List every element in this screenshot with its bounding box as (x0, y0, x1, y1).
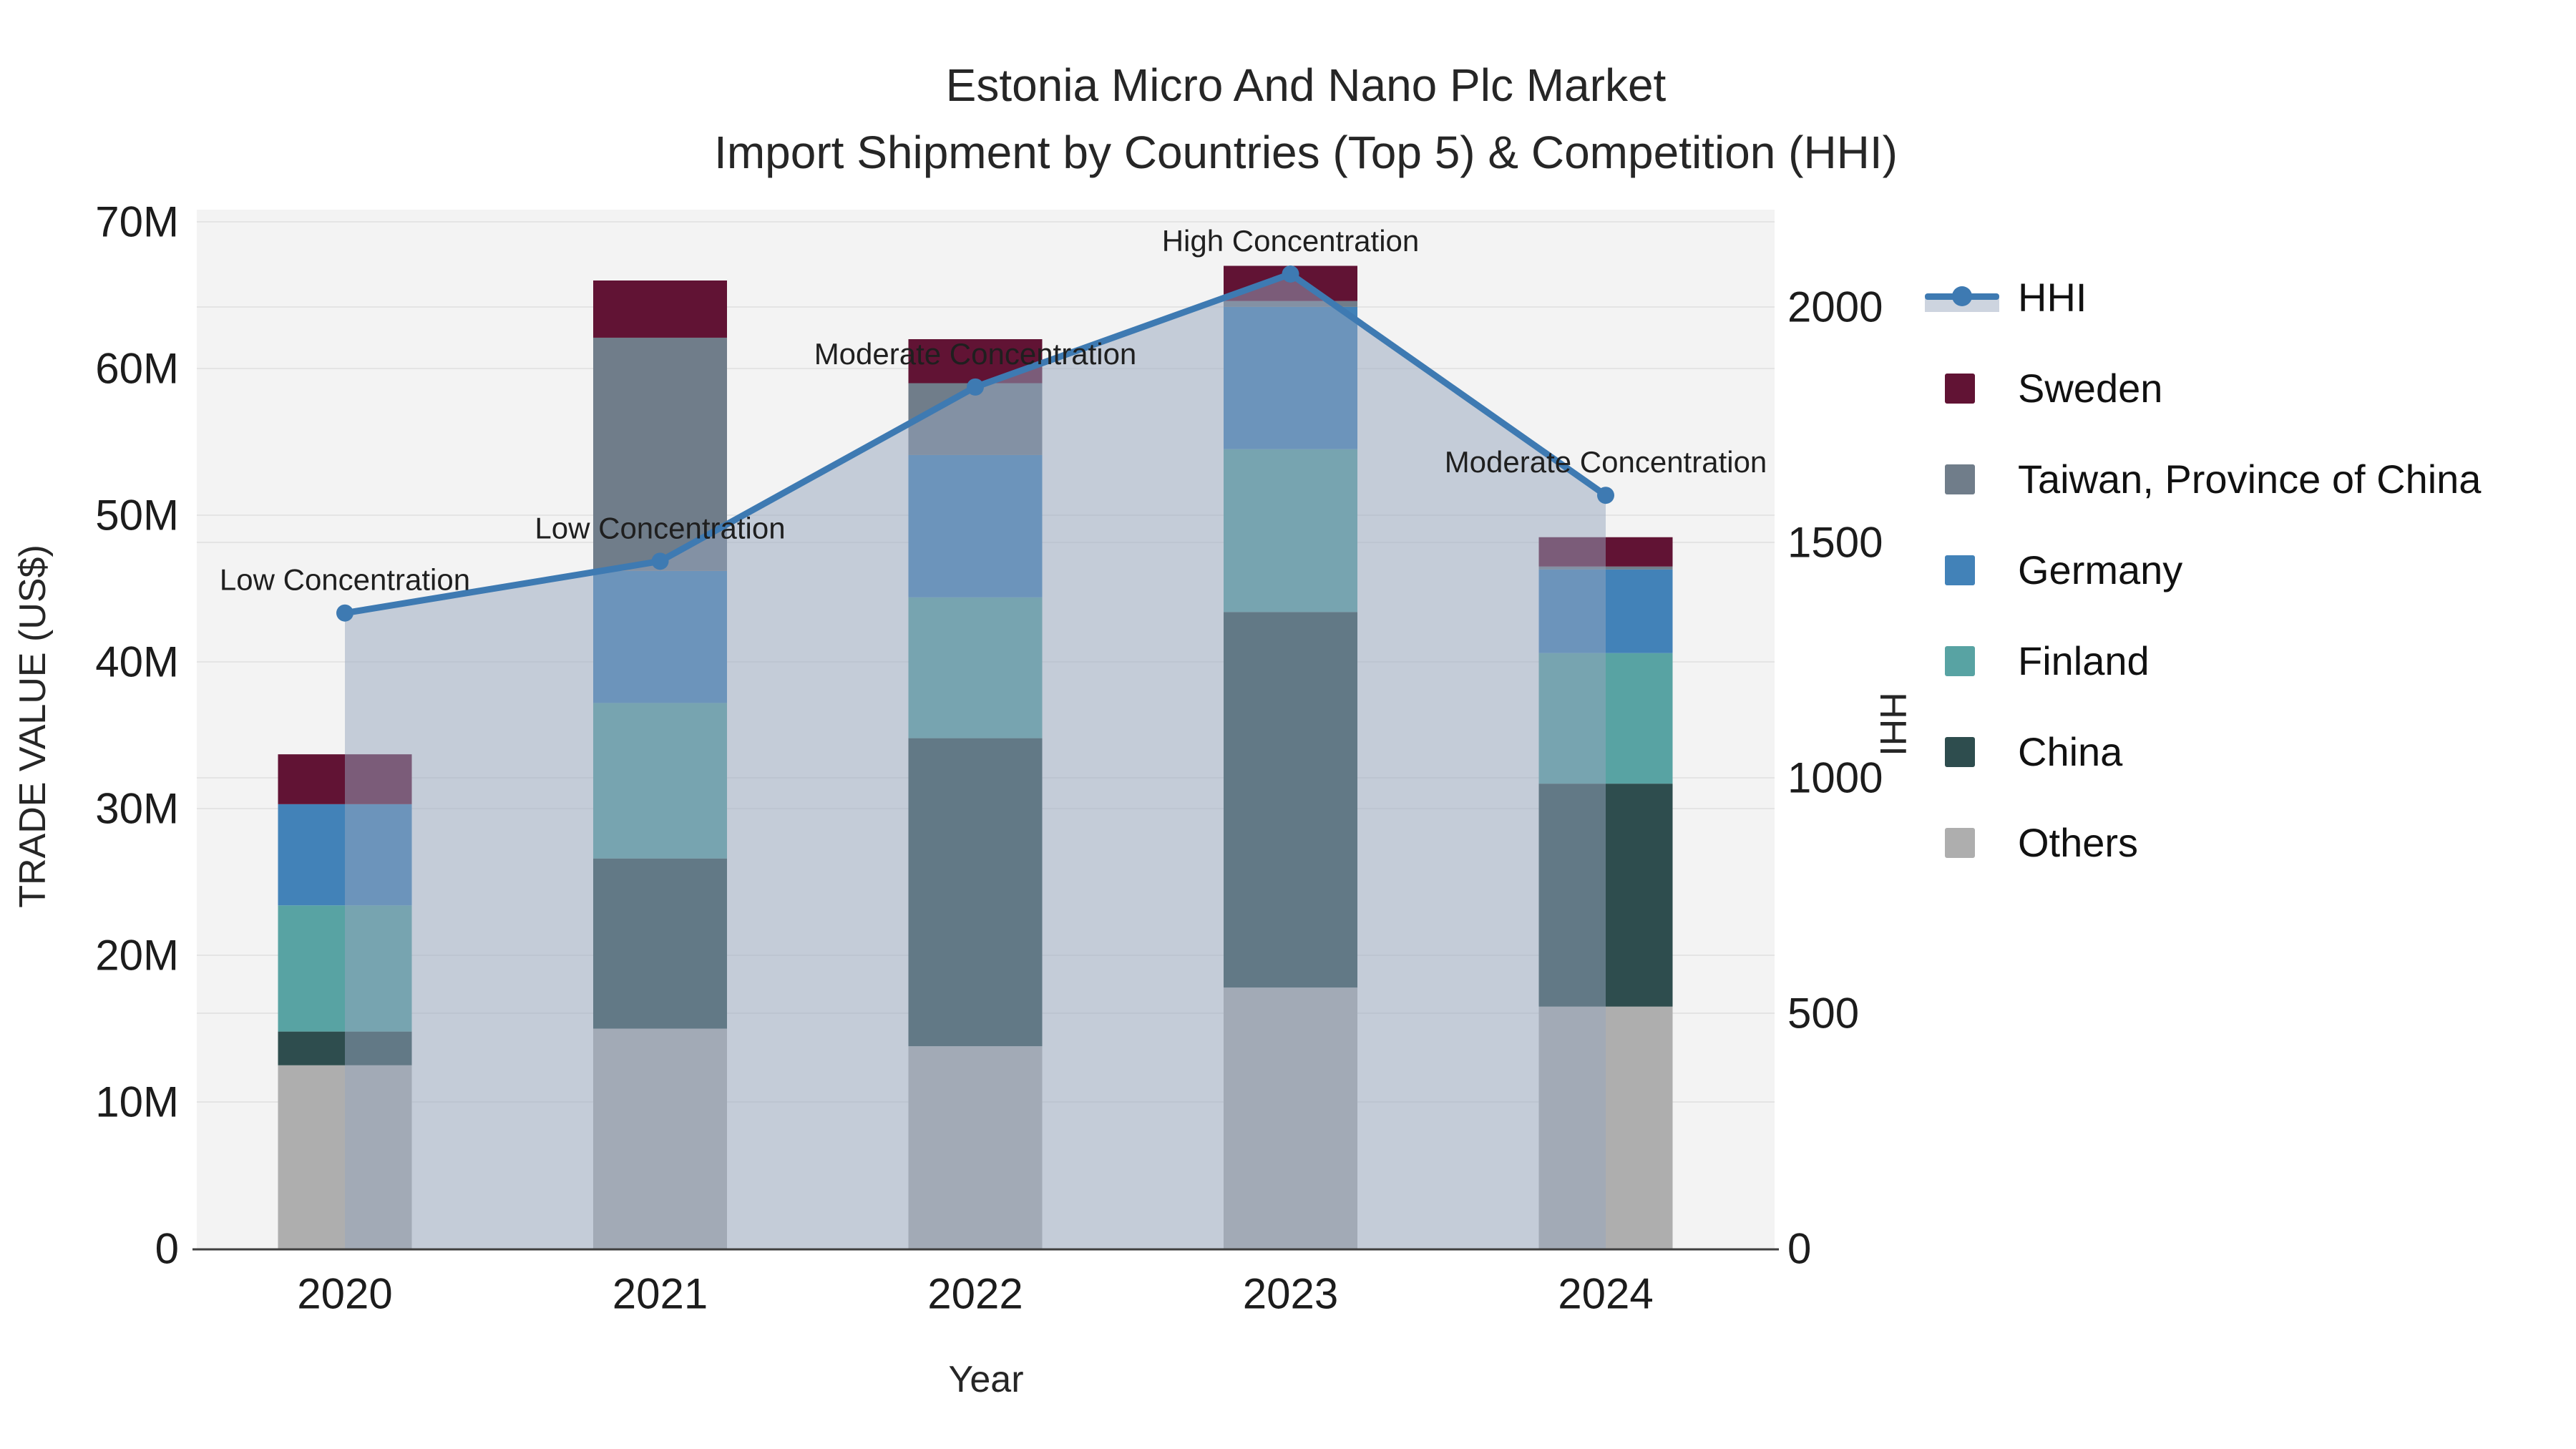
hhi-marker-2024[interactable] (1597, 487, 1614, 504)
legend-swatch-box (1925, 736, 2005, 767)
left-axis-tick-10M: 10M (95, 1078, 179, 1126)
chart-title: Estonia Micro And Nano Plc Market Import… (197, 52, 2415, 186)
legend-color-swatch-icon (1945, 736, 1975, 767)
legend-color-swatch-icon (1945, 645, 1975, 676)
left-axis-tick-70M: 70M (95, 198, 179, 246)
right-axis-tick-1000: 1000 (1787, 754, 1883, 802)
annotation-2022: Moderate Concentration (814, 337, 1137, 371)
hhi-marker-2022[interactable] (967, 378, 984, 396)
hhi-line-swatch-icon (1925, 280, 1999, 315)
legend-swatch-box (1925, 280, 2005, 315)
x-axis-tick-2021: 2021 (613, 1270, 708, 1318)
x-axis-tick-2023: 2023 (1243, 1270, 1338, 1318)
hhi-marker-2021[interactable] (651, 552, 669, 570)
legend-swatch-box (1925, 645, 2005, 676)
left-axis-tick-50M: 50M (95, 492, 179, 540)
right-axis-title: HHI (1872, 692, 1913, 756)
left-axis-tick-60M: 60M (95, 345, 179, 393)
x-axis-tick-2020: 2020 (297, 1270, 392, 1318)
legend-swatch-box (1925, 827, 2005, 858)
legend-color-swatch-icon (1945, 827, 1975, 858)
bar-segment-taiwan-province-of-china-2021[interactable] (593, 337, 727, 571)
legend-label: Sweden (2018, 366, 2163, 411)
legend-label: China (2018, 729, 2123, 774)
chart-title-line1: Estonia Micro And Nano Plc Market (945, 59, 1667, 111)
legend-color-swatch-icon (1945, 464, 1975, 494)
legend-label: Taiwan, Province of China (2018, 457, 2482, 502)
annotation-2024: Moderate Concentration (1445, 445, 1767, 479)
legend-item-taiwan-province-of-china[interactable]: Taiwan, Province of China (1925, 434, 2481, 525)
legend-label: HHI (2018, 275, 2087, 320)
left-axis-tick-0: 0 (155, 1225, 179, 1273)
annotation-2023: High Concentration (1162, 224, 1420, 258)
legend-swatch-box (1925, 555, 2005, 585)
left-axis-tick-20M: 20M (95, 932, 179, 980)
legend-item-germany[interactable]: Germany (1925, 525, 2481, 615)
left-axis-title: TRADE VALUE (US$) (12, 545, 54, 908)
hhi-swatch-dot (1952, 286, 1972, 306)
x-axis-tick-2022: 2022 (927, 1270, 1023, 1318)
legend-label: Germany (2018, 547, 2183, 592)
legend-item-hhi[interactable]: HHI (1925, 252, 2481, 343)
hhi-marker-2020[interactable] (336, 604, 353, 622)
right-axis-tick-2000: 2000 (1787, 283, 1883, 331)
x-axis-title: Year (948, 1359, 1024, 1400)
hhi-area-fill (345, 273, 1606, 1249)
legend: HHI Sweden Taiwan, Province of China German… (1925, 252, 2481, 888)
legend-color-swatch-icon (1945, 373, 1975, 404)
x-axis-tick-2024: 2024 (1558, 1270, 1653, 1318)
legend-swatch-box (1925, 464, 2005, 494)
bar-segment-sweden-2021[interactable] (593, 280, 727, 338)
hhi-marker-2023[interactable] (1282, 265, 1299, 283)
annotation-2021: Low Concentration (535, 511, 785, 545)
right-axis-tick-500: 500 (1787, 990, 1859, 1038)
legend-item-finland[interactable]: Finland (1925, 615, 2481, 706)
legend-swatch-box (1925, 373, 2005, 404)
annotation-2020: Low Concentration (220, 563, 470, 597)
left-axis-tick-40M: 40M (95, 638, 179, 686)
left-axis-tick-30M: 30M (95, 785, 179, 833)
legend-label: Others (2018, 820, 2139, 865)
right-axis-tick-1500: 1500 (1787, 519, 1883, 567)
right-axis-tick-0: 0 (1787, 1225, 1811, 1273)
legend-label: Finland (2018, 638, 2150, 683)
legend-item-sweden[interactable]: Sweden (1925, 343, 2481, 434)
legend-item-china[interactable]: China (1925, 706, 2481, 797)
legend-color-swatch-icon (1945, 555, 1975, 585)
legend-item-others[interactable]: Others (1925, 797, 2481, 888)
chart-title-line2: Import Shipment by Countries (Top 5) & C… (714, 127, 1898, 178)
